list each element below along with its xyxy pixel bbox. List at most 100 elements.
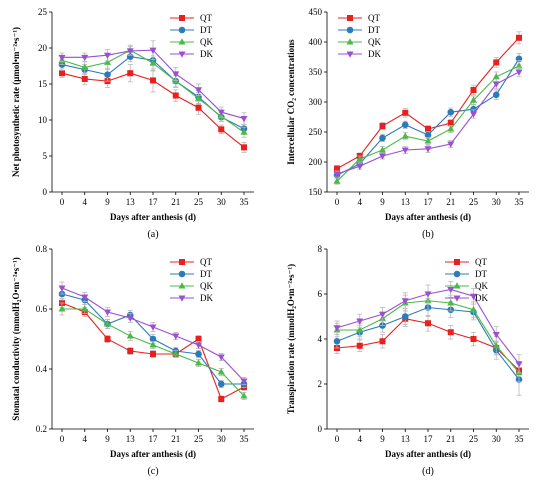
data-point-QT (127, 348, 134, 354)
x-tick-label: 0 (60, 197, 65, 207)
x-tick-label: 13 (126, 434, 136, 444)
data-point-QK (195, 359, 202, 366)
data-point-DK (149, 324, 157, 331)
data-point-QK (379, 146, 386, 153)
y-axis-title: Stomatal conductivity (mmolH₂O•m⁻²•s⁻¹) (11, 257, 21, 420)
data-point-QK (424, 137, 432, 144)
legend-label-QT: QT (368, 13, 380, 23)
data-point-QT (379, 123, 386, 129)
data-point-DT (470, 105, 477, 113)
y-tick-label: 250 (309, 127, 323, 137)
data-point-QT (356, 342, 363, 349)
x-tick-label: 9 (380, 197, 385, 207)
data-point-QT (150, 77, 156, 84)
legend: QT DT QK DK (338, 13, 381, 59)
panel-label: (a) (147, 229, 158, 240)
data-point-DK (492, 81, 500, 88)
x-tick-label: 35 (240, 434, 250, 444)
data-point-QK (333, 177, 341, 184)
x-tick-label: 0 (335, 434, 340, 444)
data-point-QT (195, 336, 202, 342)
data-point-QT (195, 104, 202, 111)
legend-label-DT: DT (368, 25, 380, 35)
legend-label-QT: QT (200, 257, 212, 267)
y-tick-label: 8 (318, 244, 323, 254)
data-point-QK (217, 368, 225, 375)
data-point-QT (241, 144, 247, 151)
y-tick-label: 300 (309, 97, 323, 107)
y-tick-label: 400 (309, 37, 323, 47)
y-tick-label: 4 (318, 334, 323, 344)
data-point-DK (470, 111, 477, 118)
data-point-QT (104, 336, 111, 342)
legend-label-DK: DK (200, 293, 213, 303)
data-point-DK (424, 146, 432, 153)
series-DK (58, 281, 248, 386)
data-point-DK (81, 54, 89, 62)
data-point-QT (425, 126, 431, 132)
data-point-QK (58, 305, 66, 312)
data-point-QK (172, 350, 180, 357)
data-point-DK (104, 52, 111, 59)
x-tick-label: 21 (446, 434, 455, 444)
data-point-QK (240, 128, 248, 135)
data-point-QK (470, 96, 477, 103)
data-point-DK (379, 153, 386, 160)
data-point-DT (333, 337, 341, 345)
data-point-QK (195, 94, 202, 101)
x-tick-label: 21 (446, 197, 455, 207)
legend-marker-DT (178, 26, 186, 34)
x-tick-label: 17 (149, 197, 159, 207)
x-tick-label: 35 (240, 197, 250, 207)
x-tick-label: 13 (401, 434, 411, 444)
x-tick-label: 13 (126, 197, 136, 207)
legend-marker-QK (346, 38, 354, 45)
x-tick-label: 25 (469, 197, 479, 207)
legend-marker-QT (179, 15, 185, 21)
legend-label-QT: QT (475, 257, 487, 267)
data-point-QK (447, 299, 455, 306)
data-point-DK (492, 332, 500, 339)
y-tick-label: 350 (309, 67, 323, 77)
x-tick-label: 4 (83, 434, 88, 444)
series-QT (59, 64, 247, 153)
y-tick-label: 150 (309, 187, 323, 197)
x-tick-label: 35 (515, 197, 525, 207)
data-point-DK (172, 333, 180, 340)
data-point-DT (424, 131, 432, 139)
data-point-QT (379, 338, 386, 345)
data-point-DK (333, 325, 341, 332)
y-tick-label: 25 (38, 7, 48, 17)
data-point-QK (126, 332, 134, 339)
y-tick-label: 2 (318, 379, 323, 389)
data-point-QT (493, 59, 500, 66)
data-point-DK (470, 293, 477, 301)
legend-label-DT: DT (475, 269, 487, 279)
legend-marker-DT (346, 26, 354, 34)
data-point-DT (401, 121, 409, 129)
y-tick-label: 15 (38, 79, 48, 89)
data-point-QT (172, 92, 179, 99)
x-axis-title: Days after anthesis (d) (385, 449, 471, 459)
series-QK (58, 302, 248, 401)
data-point-DK (379, 311, 386, 319)
legend-marker-DK (346, 51, 354, 58)
data-point-DT (195, 350, 202, 358)
y-axis-title: Net photosynthetic rate (μmol•m⁻²•s⁻¹) (11, 27, 21, 177)
legend-label-QK: QK (200, 281, 213, 291)
data-point-DT (447, 108, 455, 116)
data-point-QK (149, 59, 157, 66)
x-tick-label: 0 (60, 434, 65, 444)
data-point-DK (126, 48, 134, 55)
data-point-DK (515, 361, 523, 368)
data-point-QT (81, 75, 88, 82)
chart-panel-c: 0.2 0.4 0.6 0.8 0 4 9 13 17 21 25 30 35 Days after an… (11, 244, 254, 477)
data-point-DT (379, 134, 386, 142)
data-point-DT (217, 380, 225, 388)
x-tick-label: 25 (194, 434, 204, 444)
data-point-DK (447, 141, 455, 148)
legend-marker-DT (453, 270, 461, 278)
series-QK (333, 60, 523, 185)
data-point-DK (104, 309, 111, 316)
